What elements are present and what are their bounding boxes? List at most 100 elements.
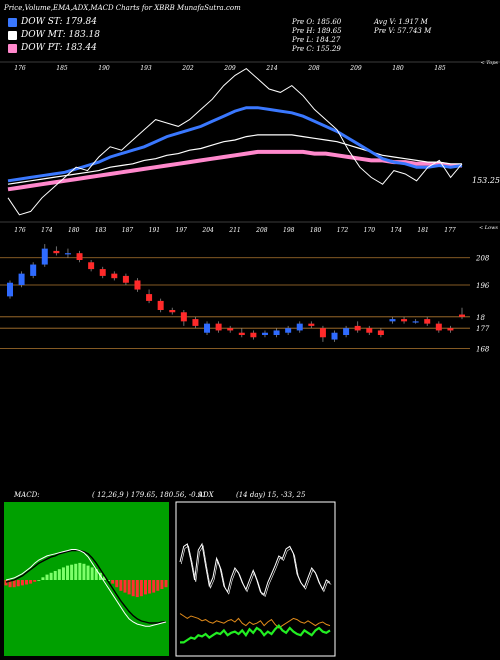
macd-hist-bar [45, 574, 49, 580]
legend-dow-mt: DOW MT: 183.18 [8, 30, 100, 40]
legend-label: DOW MT: 183.18 [21, 30, 100, 40]
macd-hist-bar [86, 565, 90, 580]
top-tick-label: 208 [307, 65, 320, 72]
adx-panel [175, 501, 336, 657]
candle-body [459, 314, 465, 317]
macd-hist-bar [156, 580, 160, 591]
bottom-tick-label: 180 [68, 227, 80, 234]
chart-header: Price,Volume,EMA,ADX,MACD Charts for XBR… [4, 4, 241, 12]
top-tick-label: 190 [98, 65, 110, 72]
macd-hist-bar [70, 564, 74, 580]
candle-body [169, 310, 176, 313]
candle-body [99, 269, 106, 276]
macd-hist-bar [152, 580, 156, 593]
macd-hist-bar [33, 580, 37, 582]
macd-hist-bar [37, 580, 41, 581]
top-tick-label: 209 [349, 65, 362, 72]
candle-body [308, 323, 315, 326]
candle-body [111, 273, 118, 279]
candle-body [30, 264, 37, 276]
series-line-0 [7, 67, 463, 216]
macd-hist-bar [74, 563, 78, 580]
support-label: 196 [476, 282, 490, 290]
candle-body [389, 319, 396, 322]
candle-body [331, 332, 338, 340]
stat-prev-open: Pre O: 185.60 [292, 18, 342, 26]
bottom-tick-label: 170 [364, 227, 376, 234]
candle-body [76, 253, 83, 260]
candle-body [273, 330, 280, 335]
bottom-tick-label: 187 [122, 227, 134, 234]
macd-hist-bar [53, 571, 57, 580]
macd-hist-bar [123, 580, 127, 593]
macd-signal-line [5, 549, 166, 624]
support-label: 168 [476, 346, 490, 354]
macd-hist-bar [16, 580, 20, 587]
macd-hist-bar [41, 577, 45, 580]
candle-body [447, 328, 454, 331]
macd-hist-bar [119, 580, 123, 591]
bottom-tick-label: 174 [41, 227, 53, 234]
macd-hist-bar [12, 580, 16, 588]
stat-avg-volume: Avg V: 1.917 M [374, 18, 428, 26]
candle-body [180, 312, 187, 322]
macd-hist-bar [139, 580, 143, 597]
macd-hist-bar [111, 580, 115, 584]
candle-body [435, 323, 442, 331]
top-tick-label: 185 [434, 65, 446, 72]
adx-line [179, 542, 331, 596]
macd-hist-bar [135, 580, 139, 598]
top-tick-label: 193 [140, 65, 152, 72]
lows-label: < Lows [479, 225, 498, 231]
legend-swatch-icon [8, 43, 17, 53]
macd-hist-bar [94, 569, 98, 580]
candle-body [319, 328, 326, 338]
legend-dow-pt: DOW PT: 183.44 [8, 43, 97, 53]
macd-hist-bar [66, 565, 70, 580]
bottom-tick-label: 208 [255, 227, 268, 234]
bottom-tick-label: 180 [310, 227, 322, 234]
macd-hist-bar [127, 580, 131, 595]
candle-body [354, 325, 361, 331]
macd-hist-bar [131, 580, 135, 597]
macd-hist-bar [4, 580, 8, 586]
candle-body [412, 321, 419, 323]
candle-body [285, 328, 292, 333]
stat-prev-close: Pre C: 155.29 [292, 45, 341, 53]
macd-hist-bar [143, 580, 147, 595]
stat-prev-high: Pre H: 189.65 [292, 27, 342, 35]
top-tick-label: 176 [14, 65, 26, 72]
series-line-1 [7, 106, 463, 183]
candle-body [343, 328, 350, 335]
adx-label: ADX [197, 491, 215, 499]
legend-label: DOW PT: 183.44 [21, 43, 97, 53]
bottom-tick-label: 172 [337, 227, 349, 234]
candle-body [64, 253, 71, 255]
candle-body [401, 319, 408, 322]
candle-body [53, 250, 60, 254]
macd-hist-bar [82, 563, 86, 580]
support-label: 208 [475, 255, 490, 263]
macd-hist-bar [29, 580, 33, 584]
adx-line-shadow [180, 545, 332, 597]
candle-body [88, 262, 95, 270]
legend-swatch-icon [8, 30, 17, 40]
tops-label: < Tops [480, 60, 498, 66]
top-tick-label: 202 [181, 65, 194, 72]
di-plus-line [180, 623, 331, 644]
macd-hist-bar [8, 580, 12, 588]
series-line-2 [7, 134, 462, 185]
top-tick-label: 214 [265, 65, 278, 72]
candle-body [157, 300, 164, 310]
macd-line [5, 549, 167, 627]
macd-hist-bar [61, 567, 65, 580]
bottom-tick-label: 174 [391, 227, 403, 234]
bottom-tick-label: 176 [14, 227, 26, 234]
candle-body [250, 332, 257, 338]
top-tick-label: 180 [392, 65, 404, 72]
di-minus-line [179, 613, 331, 629]
candle-body [204, 323, 211, 333]
candle-body [261, 332, 268, 335]
macd-hist-bar [148, 580, 152, 594]
